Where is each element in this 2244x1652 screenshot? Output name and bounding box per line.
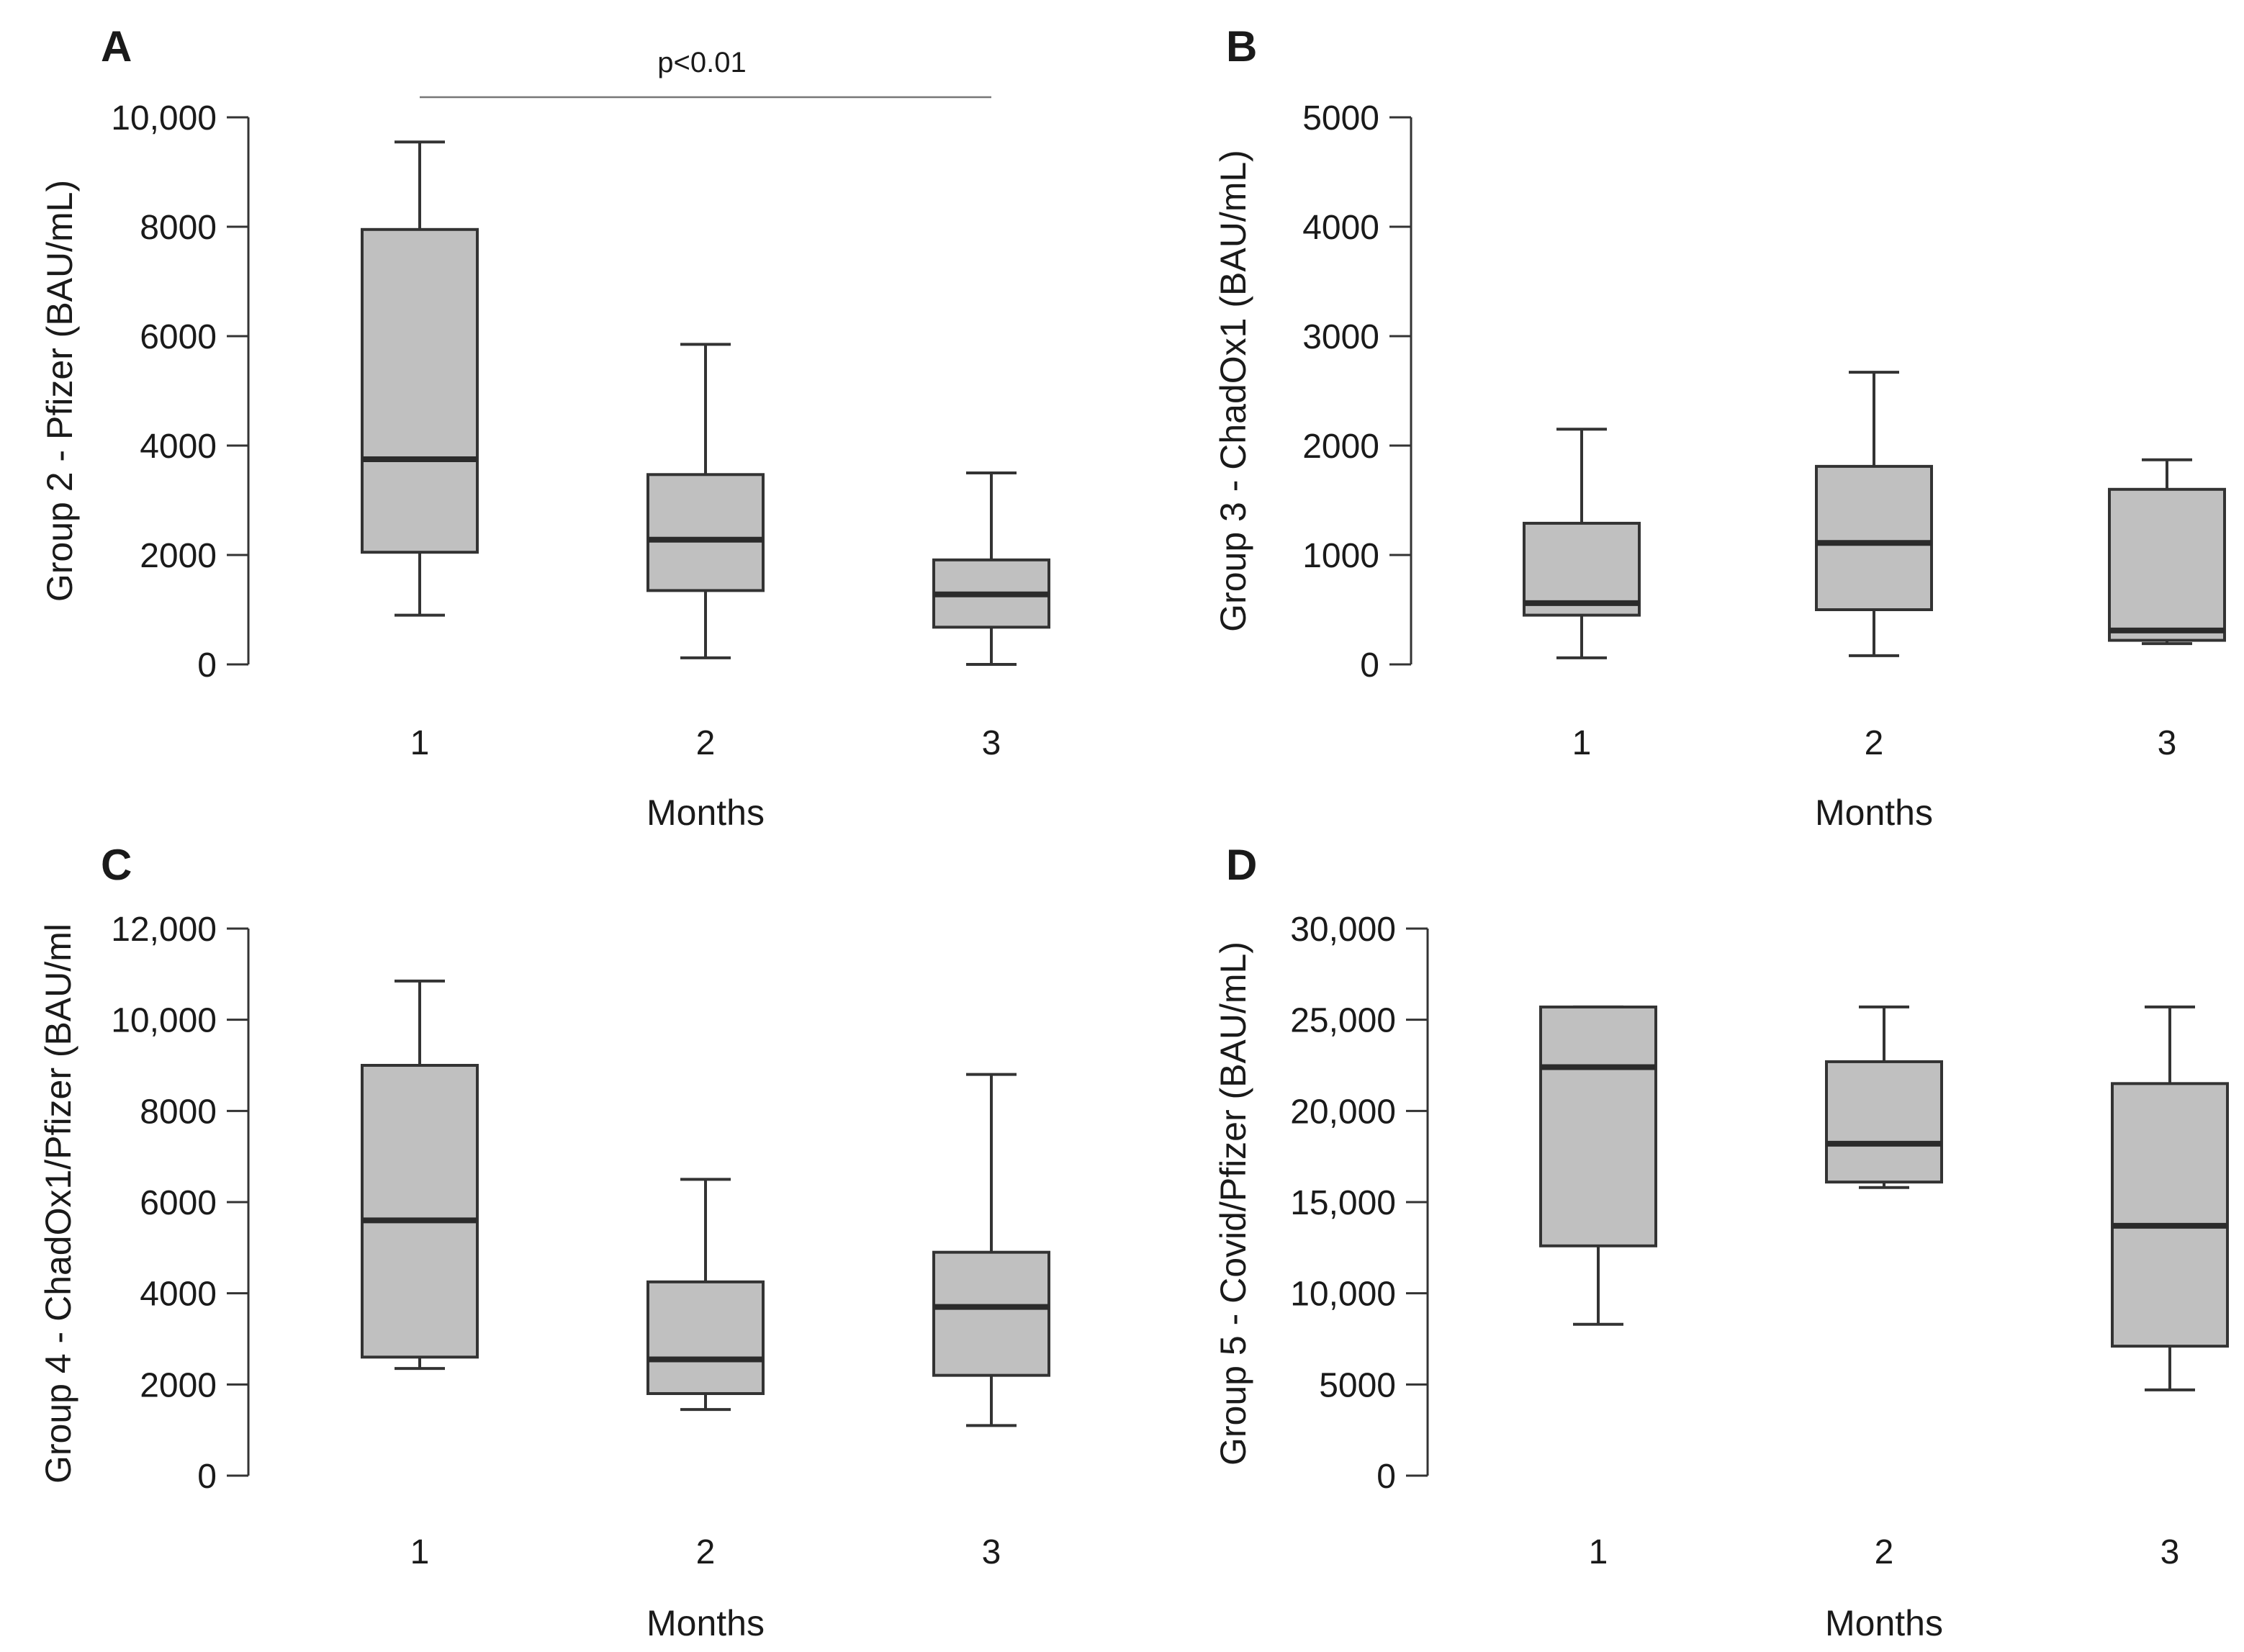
y-axis-title: Group 4 - ChadOx1/Pfizer (BAU/ml — [38, 924, 78, 1484]
iqr-box — [1825, 1060, 1943, 1184]
box-month-3 — [2108, 458, 2226, 646]
y-tick-label: 8000 — [140, 1093, 217, 1131]
panel-c: C 0 2000 4000 6000 8000 10,000 12,000 Group 4 - … — [38, 841, 1050, 1643]
iqr-box — [646, 1280, 765, 1396]
significance-label: p<0.01 — [657, 47, 746, 78]
iqr-box — [932, 1250, 1050, 1377]
x-tick-label: 2 — [1875, 1533, 1894, 1571]
y-tick-label: 10,000 — [111, 99, 217, 137]
box-month-3 — [2111, 1005, 2229, 1391]
iqr-box — [361, 1064, 479, 1359]
x-tick-label: 1 — [410, 1533, 430, 1571]
iqr-box — [2111, 1082, 2229, 1348]
y-tick-label: 4000 — [140, 1276, 217, 1314]
x-tick-label: 3 — [2160, 1533, 2180, 1571]
y-tick-label: 30,000 — [1290, 911, 1396, 949]
panel-d: D 0 5000 10,000 15,000 20,000 25,000 30,000 Grou… — [1213, 841, 2229, 1643]
panel-b: B 0 1000 2000 3000 4000 5000 Group 3 - ChadOx1 … — [1213, 22, 2226, 833]
iqr-box — [1539, 1005, 1657, 1247]
y-tick-label: 3000 — [1302, 318, 1379, 356]
x-tick-label: 3 — [2158, 724, 2177, 762]
y-tick-label: 4000 — [1302, 209, 1379, 247]
y-tick-label: 4000 — [140, 428, 217, 466]
y-tick-label: 1000 — [1302, 537, 1379, 575]
y-tick-label: 15,000 — [1290, 1184, 1396, 1222]
iqr-box — [646, 473, 765, 592]
y-axis-title: Group 2 - Pfizer (BAU/mL) — [40, 180, 80, 602]
x-tick-label: 3 — [982, 724, 1001, 762]
box-month-1 — [361, 140, 479, 617]
y-tick-label: 20,000 — [1290, 1093, 1396, 1131]
y-tick-label: 10,000 — [111, 1002, 217, 1040]
y-axis-title: Group 3 - ChadOx1 (BAU/mL) — [1213, 150, 1253, 632]
box-month-1 — [1539, 1005, 1657, 1326]
iqr-box — [1815, 464, 1933, 611]
y-tick-label: 10,000 — [1290, 1276, 1396, 1314]
x-tick-label: 2 — [696, 724, 716, 762]
box-month-2 — [1825, 1005, 1943, 1189]
panel-letter: C — [101, 841, 132, 889]
y-tick-label: 0 — [197, 1458, 217, 1496]
panel-a: A 0 2000 4000 6000 8000 10,000 Group 2 - Pfizer… — [40, 22, 1050, 833]
iqr-box — [361, 227, 479, 554]
y-tick-label: 12,000 — [111, 911, 217, 949]
box-month-3 — [932, 471, 1050, 666]
iqr-box — [1523, 521, 1641, 617]
panel-letter: D — [1226, 841, 1257, 889]
y-tick-label: 2000 — [140, 537, 217, 575]
y-tick-label: 0 — [197, 646, 217, 685]
box-month-3 — [932, 1073, 1050, 1427]
y-tick-label: 2000 — [1302, 428, 1379, 466]
box-month-2 — [1815, 371, 1933, 657]
y-tick-label: 0 — [1360, 646, 1379, 685]
box-month-2 — [646, 1178, 765, 1412]
panel-letter: A — [101, 22, 132, 71]
x-tick-label: 1 — [1589, 1533, 1608, 1571]
box-month-1 — [361, 979, 479, 1371]
x-axis-title: Months — [646, 793, 765, 833]
x-axis-title: Months — [1815, 793, 1933, 833]
box-month-1 — [1523, 428, 1641, 659]
x-tick-label: 1 — [410, 724, 430, 762]
y-tick-label: 0 — [1376, 1458, 1396, 1496]
x-axis-title: Months — [1825, 1603, 1943, 1643]
box-month-2 — [646, 343, 765, 659]
x-tick-label: 2 — [696, 1533, 716, 1571]
y-tick-label: 25,000 — [1290, 1002, 1396, 1040]
y-tick-label: 5000 — [1302, 99, 1379, 137]
y-tick-label: 6000 — [140, 1184, 217, 1222]
y-axis-title: Group 5 - Covid/Pfizer (BAU/mL) — [1213, 942, 1253, 1466]
y-tick-label: 8000 — [140, 209, 217, 247]
y-tick-label: 6000 — [140, 318, 217, 356]
panel-letter: B — [1226, 22, 1257, 71]
iqr-box — [2108, 487, 2226, 642]
x-axis-title: Months — [646, 1603, 765, 1643]
y-tick-label: 2000 — [140, 1366, 217, 1404]
x-tick-label: 2 — [1865, 724, 1884, 762]
x-tick-label: 3 — [982, 1533, 1001, 1571]
y-tick-label: 5000 — [1319, 1366, 1396, 1404]
x-tick-label: 1 — [1572, 724, 1592, 762]
